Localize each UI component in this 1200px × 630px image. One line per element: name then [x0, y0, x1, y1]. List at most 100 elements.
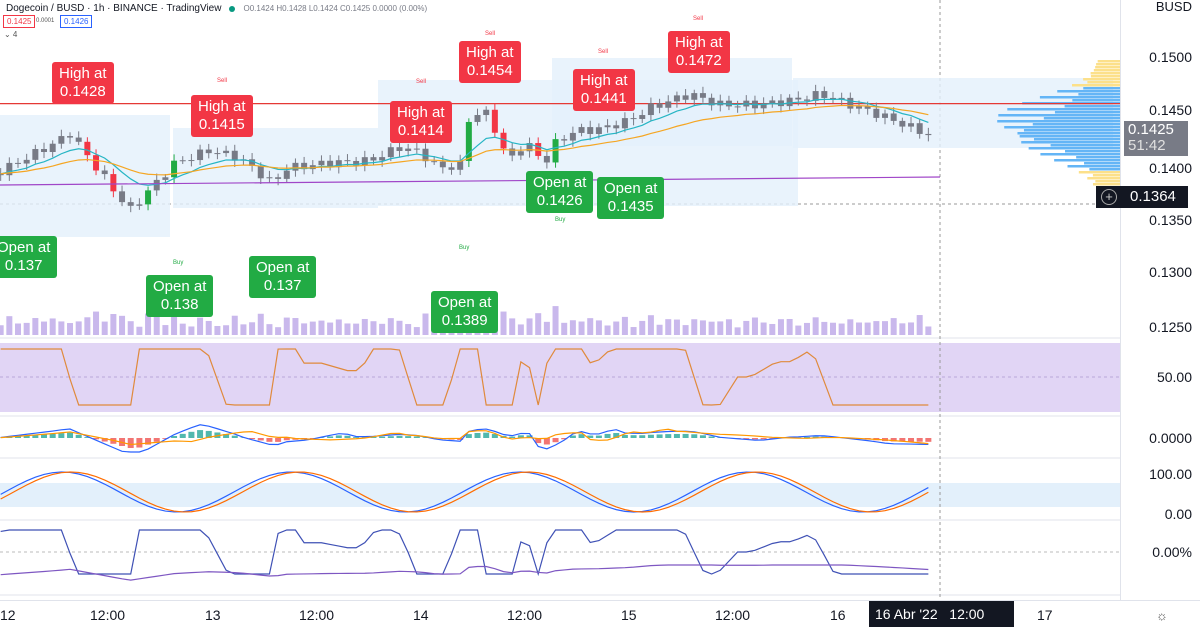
- candle-body: [890, 113, 897, 121]
- sell-signal: Sell: [416, 79, 427, 85]
- macd-histogram-bar: [266, 438, 273, 442]
- candle-body: [327, 160, 334, 168]
- candle-body: [708, 97, 715, 106]
- sell-signal: Sell: [693, 16, 704, 22]
- volume-bar: [873, 321, 880, 335]
- symbol-title[interactable]: Dogecoin / BUSD · 1h · BINANCE · Trading…: [6, 3, 222, 14]
- macd-histogram-bar: [751, 438, 758, 440]
- ma-long-line: [0, 176, 941, 186]
- volume-profile-bar: [1039, 96, 1120, 99]
- sell-signal: Sell: [485, 31, 496, 37]
- volume-bar: [127, 321, 134, 335]
- macd-histogram-bar: [665, 434, 672, 438]
- volume-bar: [882, 321, 889, 335]
- rsi-tick: 50.00: [1156, 369, 1192, 385]
- volume-bar: [838, 323, 845, 335]
- candle-body: [829, 97, 836, 100]
- price-axis[interactable]: BUSD 0.1500 0.1450 0.1400 0.1350 0.1300 …: [1120, 0, 1200, 600]
- price-tick: 0.1300: [1149, 264, 1192, 280]
- volume-bar: [422, 313, 429, 335]
- candle-body: [6, 162, 13, 176]
- volume-bar: [864, 322, 871, 335]
- volume-bar: [119, 315, 126, 335]
- macd-histogram-bar: [908, 438, 915, 442]
- volume-bar: [682, 325, 689, 335]
- volume-profile-bar: [1057, 90, 1120, 93]
- candle-body: [864, 106, 871, 109]
- buy-price-button[interactable]: 0.1426: [60, 15, 93, 28]
- candle-body: [821, 91, 828, 98]
- ma-fast-line: [0, 98, 929, 186]
- candle-body: [231, 150, 238, 161]
- macd-histogram-bar: [231, 435, 238, 438]
- settings-icon[interactable]: ☼: [1156, 608, 1168, 623]
- volume-profile-bar: [1028, 147, 1120, 150]
- volume-profile-bar: [1033, 138, 1120, 141]
- macd-histogram-bar: [344, 435, 351, 438]
- candle-body: [908, 123, 915, 127]
- volume-bar: [647, 315, 654, 335]
- candle-body: [266, 177, 273, 179]
- time-axis[interactable]: 12 12:00 13 12:00 14 12:00 15 12:00 16 1…: [0, 600, 1200, 630]
- stoch-tick: 0.00: [1164, 506, 1192, 522]
- stoch-k-line: [0, 471, 929, 513]
- volume-profile-bar: [1078, 171, 1120, 174]
- candle-body: [127, 202, 134, 206]
- volume-bar: [821, 321, 828, 335]
- macd-histogram-bar: [396, 435, 403, 438]
- volume-bar: [327, 322, 334, 335]
- candle-body: [457, 160, 464, 170]
- volume-profile-bar: [1023, 129, 1120, 132]
- volume-profile-bar: [1067, 165, 1120, 168]
- macd-histogram-bar: [916, 438, 923, 442]
- macd-histogram-bar: [15, 436, 22, 438]
- volume-bar: [413, 327, 420, 335]
- volume-bar: [829, 322, 836, 335]
- candle-body: [882, 113, 889, 118]
- volume-bar: [803, 322, 810, 335]
- volume-bar: [379, 323, 386, 335]
- candle-body: [379, 157, 386, 161]
- volume-bar: [15, 323, 22, 335]
- volume-bar: [526, 318, 533, 335]
- macd-histogram-bar: [145, 438, 152, 445]
- candle-body: [275, 177, 282, 179]
- add-alert-icon[interactable]: +: [1101, 189, 1117, 205]
- volume-bar: [751, 317, 758, 335]
- volume-bar: [517, 324, 524, 335]
- candle-body: [214, 153, 221, 155]
- volume-bar: [231, 315, 238, 335]
- volume-bar: [777, 319, 784, 335]
- time-tick: 16: [830, 607, 846, 623]
- volume-bar: [110, 314, 117, 335]
- collapse-indicators-button[interactable]: ⌄ 4: [4, 30, 18, 39]
- macd-histogram-bar: [509, 436, 516, 438]
- volume-bar: [179, 323, 186, 335]
- volume-profile-box: [0, 115, 170, 237]
- open-label: Open at 0.1426: [526, 171, 594, 213]
- candle-body: [500, 132, 507, 149]
- macd-histogram-bar: [67, 432, 74, 438]
- macd-histogram-bar: [587, 435, 594, 438]
- candle-body: [569, 132, 576, 141]
- volume-bar: [41, 321, 48, 335]
- price-tick: 0.1400: [1149, 160, 1192, 176]
- candle-body: [257, 165, 264, 179]
- candle-body: [561, 139, 568, 141]
- candle-body: [847, 97, 854, 109]
- candle-body: [179, 160, 186, 162]
- candle-body: [691, 93, 698, 100]
- candle-body: [699, 93, 706, 98]
- candle-body: [197, 149, 204, 161]
- volume-bar: [0, 325, 4, 335]
- volume-bar: [257, 313, 264, 335]
- candle-body: [387, 147, 394, 158]
- volume-profile-bar: [1050, 144, 1120, 147]
- volume-bar: [699, 320, 706, 335]
- sell-price-button[interactable]: 0.1425: [3, 15, 36, 28]
- volume-profile-bar: [1032, 123, 1120, 126]
- volume-bar: [630, 327, 637, 335]
- macd-histogram-bar: [647, 434, 654, 438]
- volume-bar: [370, 321, 377, 335]
- candle-body: [656, 103, 663, 108]
